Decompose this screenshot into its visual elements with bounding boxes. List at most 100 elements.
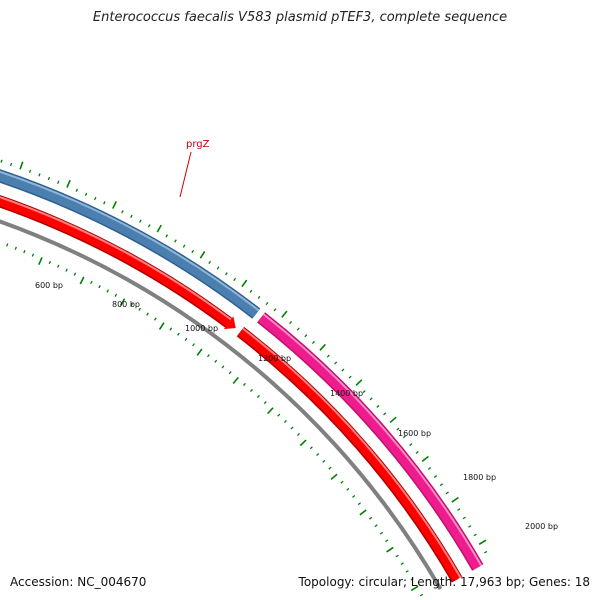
inner-minor-tick	[192, 343, 195, 347]
inner-tick-ring	[6, 243, 424, 597]
inner-minor-tick	[184, 337, 188, 342]
inner-minor-tick	[221, 365, 225, 369]
inner-major-tick	[158, 322, 165, 330]
outer-major-tick	[112, 201, 118, 209]
outer-minor-tick	[334, 361, 338, 365]
outer-minor-tick	[224, 272, 228, 276]
outer-major-tick	[319, 343, 326, 351]
outer-minor-tick	[369, 397, 373, 401]
outer-minor-tick	[139, 219, 142, 223]
outer-major-tick	[199, 250, 206, 259]
backbone-arc	[0, 219, 443, 591]
outer-minor-tick	[28, 169, 32, 173]
outer-minor-tick	[439, 483, 444, 487]
gene-pink-outline	[257, 312, 484, 571]
inner-minor-tick	[379, 531, 384, 535]
inner-major-tick	[299, 439, 307, 447]
outer-minor-tick	[273, 308, 277, 312]
inner-minor-tick	[130, 302, 134, 307]
inner-minor-tick	[249, 388, 253, 392]
inner-minor-tick	[14, 246, 17, 250]
outer-minor-tick	[182, 244, 186, 248]
outer-minor-tick	[147, 224, 151, 228]
outer-minor-tick	[409, 443, 413, 447]
outer-minor-tick	[383, 412, 387, 416]
inner-minor-tick	[73, 272, 77, 276]
outer-minor-tick	[257, 295, 261, 300]
outer-minor-tick	[402, 435, 406, 439]
outer-minor-tick	[433, 475, 438, 478]
outer-minor-tick	[47, 176, 51, 181]
outer-major-tick	[478, 539, 487, 546]
inner-minor-tick	[374, 524, 378, 528]
outer-minor-tick	[468, 525, 472, 528]
inner-minor-tick	[138, 307, 142, 311]
outer-minor-tick	[165, 234, 169, 238]
outer-minor-tick	[326, 354, 330, 358]
inner-major-tick	[38, 257, 43, 266]
outer-major-tick	[241, 279, 248, 288]
outer-minor-tick	[415, 451, 419, 454]
gene-label-line	[179, 151, 192, 198]
outer-minor-tick	[0, 159, 3, 163]
outer-minor-tick	[93, 196, 97, 201]
inner-minor-tick	[277, 413, 281, 417]
inner-minor-tick	[395, 554, 399, 558]
inner-minor-tick	[385, 539, 389, 543]
gene-red-2-highlight	[242, 327, 462, 579]
inner-minor-tick	[23, 250, 26, 254]
inner-minor-tick	[316, 453, 320, 457]
inner-minor-tick	[65, 268, 68, 272]
outer-minor-tick	[296, 327, 300, 331]
gene-label-prgz[interactable]: prgZ	[186, 139, 210, 150]
tick-label: 2000 bp	[525, 522, 558, 531]
outer-minor-tick	[341, 368, 345, 372]
inner-minor-tick	[322, 459, 326, 463]
feature-tracks	[0, 169, 484, 591]
inner-minor-tick	[169, 327, 173, 331]
gene-prgz-highlight	[0, 170, 260, 312]
gene-red-1-highlight	[0, 196, 232, 321]
outer-minor-tick	[216, 266, 220, 270]
tick-label: 1600 bp	[398, 429, 431, 438]
gene-prgz	[0, 170, 260, 318]
outer-minor-tick	[396, 427, 400, 431]
gene-red-1	[0, 196, 232, 327]
tick-label: 1800 bp	[463, 473, 496, 482]
outer-minor-tick	[457, 508, 461, 511]
outer-minor-tick	[348, 375, 352, 379]
inner-minor-tick	[214, 359, 218, 363]
outer-minor-tick	[473, 533, 477, 537]
outer-minor-tick	[362, 390, 366, 394]
outer-tick-ring	[0, 159, 488, 554]
outer-minor-tick	[265, 302, 269, 306]
summary-text: Topology: circular; Length: 17,963 bp; G…	[298, 575, 590, 589]
outer-major-tick	[19, 161, 24, 170]
outer-major-tick	[281, 310, 288, 318]
inner-minor-tick	[6, 243, 9, 247]
outer-major-tick	[451, 496, 459, 503]
inner-minor-tick	[263, 401, 267, 405]
outer-minor-tick	[249, 289, 253, 293]
tick-label: 600 bp	[35, 281, 63, 290]
inner-minor-tick	[400, 562, 404, 566]
gene-red-2-outline	[236, 326, 463, 583]
inner-major-tick	[79, 276, 85, 285]
inner-minor-tick	[114, 293, 118, 298]
gene-pink-highlight	[262, 313, 483, 567]
outer-minor-tick	[57, 180, 60, 184]
map-title: Enterococcus faecalis V583 plasmid pTEF3…	[92, 10, 508, 25]
outer-minor-tick	[130, 214, 133, 218]
outer-minor-tick	[38, 173, 41, 177]
outer-minor-tick	[121, 210, 124, 214]
outer-minor-tick	[84, 192, 88, 196]
inner-minor-tick	[242, 382, 246, 386]
inner-minor-tick	[309, 446, 313, 450]
outer-minor-tick	[174, 239, 177, 243]
tick-labels: 600 bp 800 bp 1000 bp 1200 bp 1400 bp 1600 bp…	[35, 281, 558, 531]
tick-label: 1400 bp	[330, 389, 363, 398]
outer-major-tick	[66, 179, 71, 188]
tick-label: 800 bp	[112, 300, 140, 309]
tick-label: 1000 bp	[185, 324, 218, 333]
